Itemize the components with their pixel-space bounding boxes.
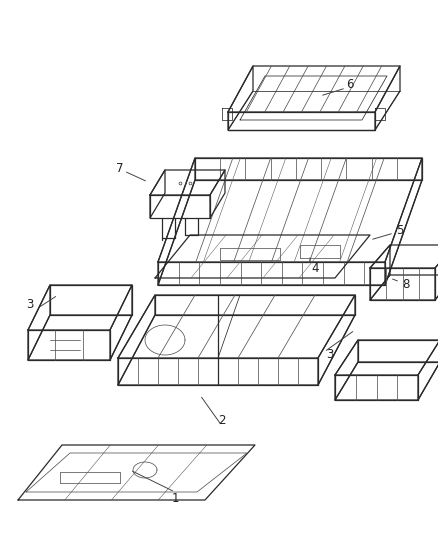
Text: 3: 3 <box>26 298 34 311</box>
Text: 7: 7 <box>116 161 124 174</box>
Text: 5: 5 <box>396 223 404 237</box>
Text: 6: 6 <box>346 78 354 92</box>
Text: 1: 1 <box>171 491 179 505</box>
Text: 4: 4 <box>311 262 319 274</box>
Text: 2: 2 <box>218 414 226 426</box>
Text: 3: 3 <box>326 349 334 361</box>
Text: 8: 8 <box>403 279 410 292</box>
